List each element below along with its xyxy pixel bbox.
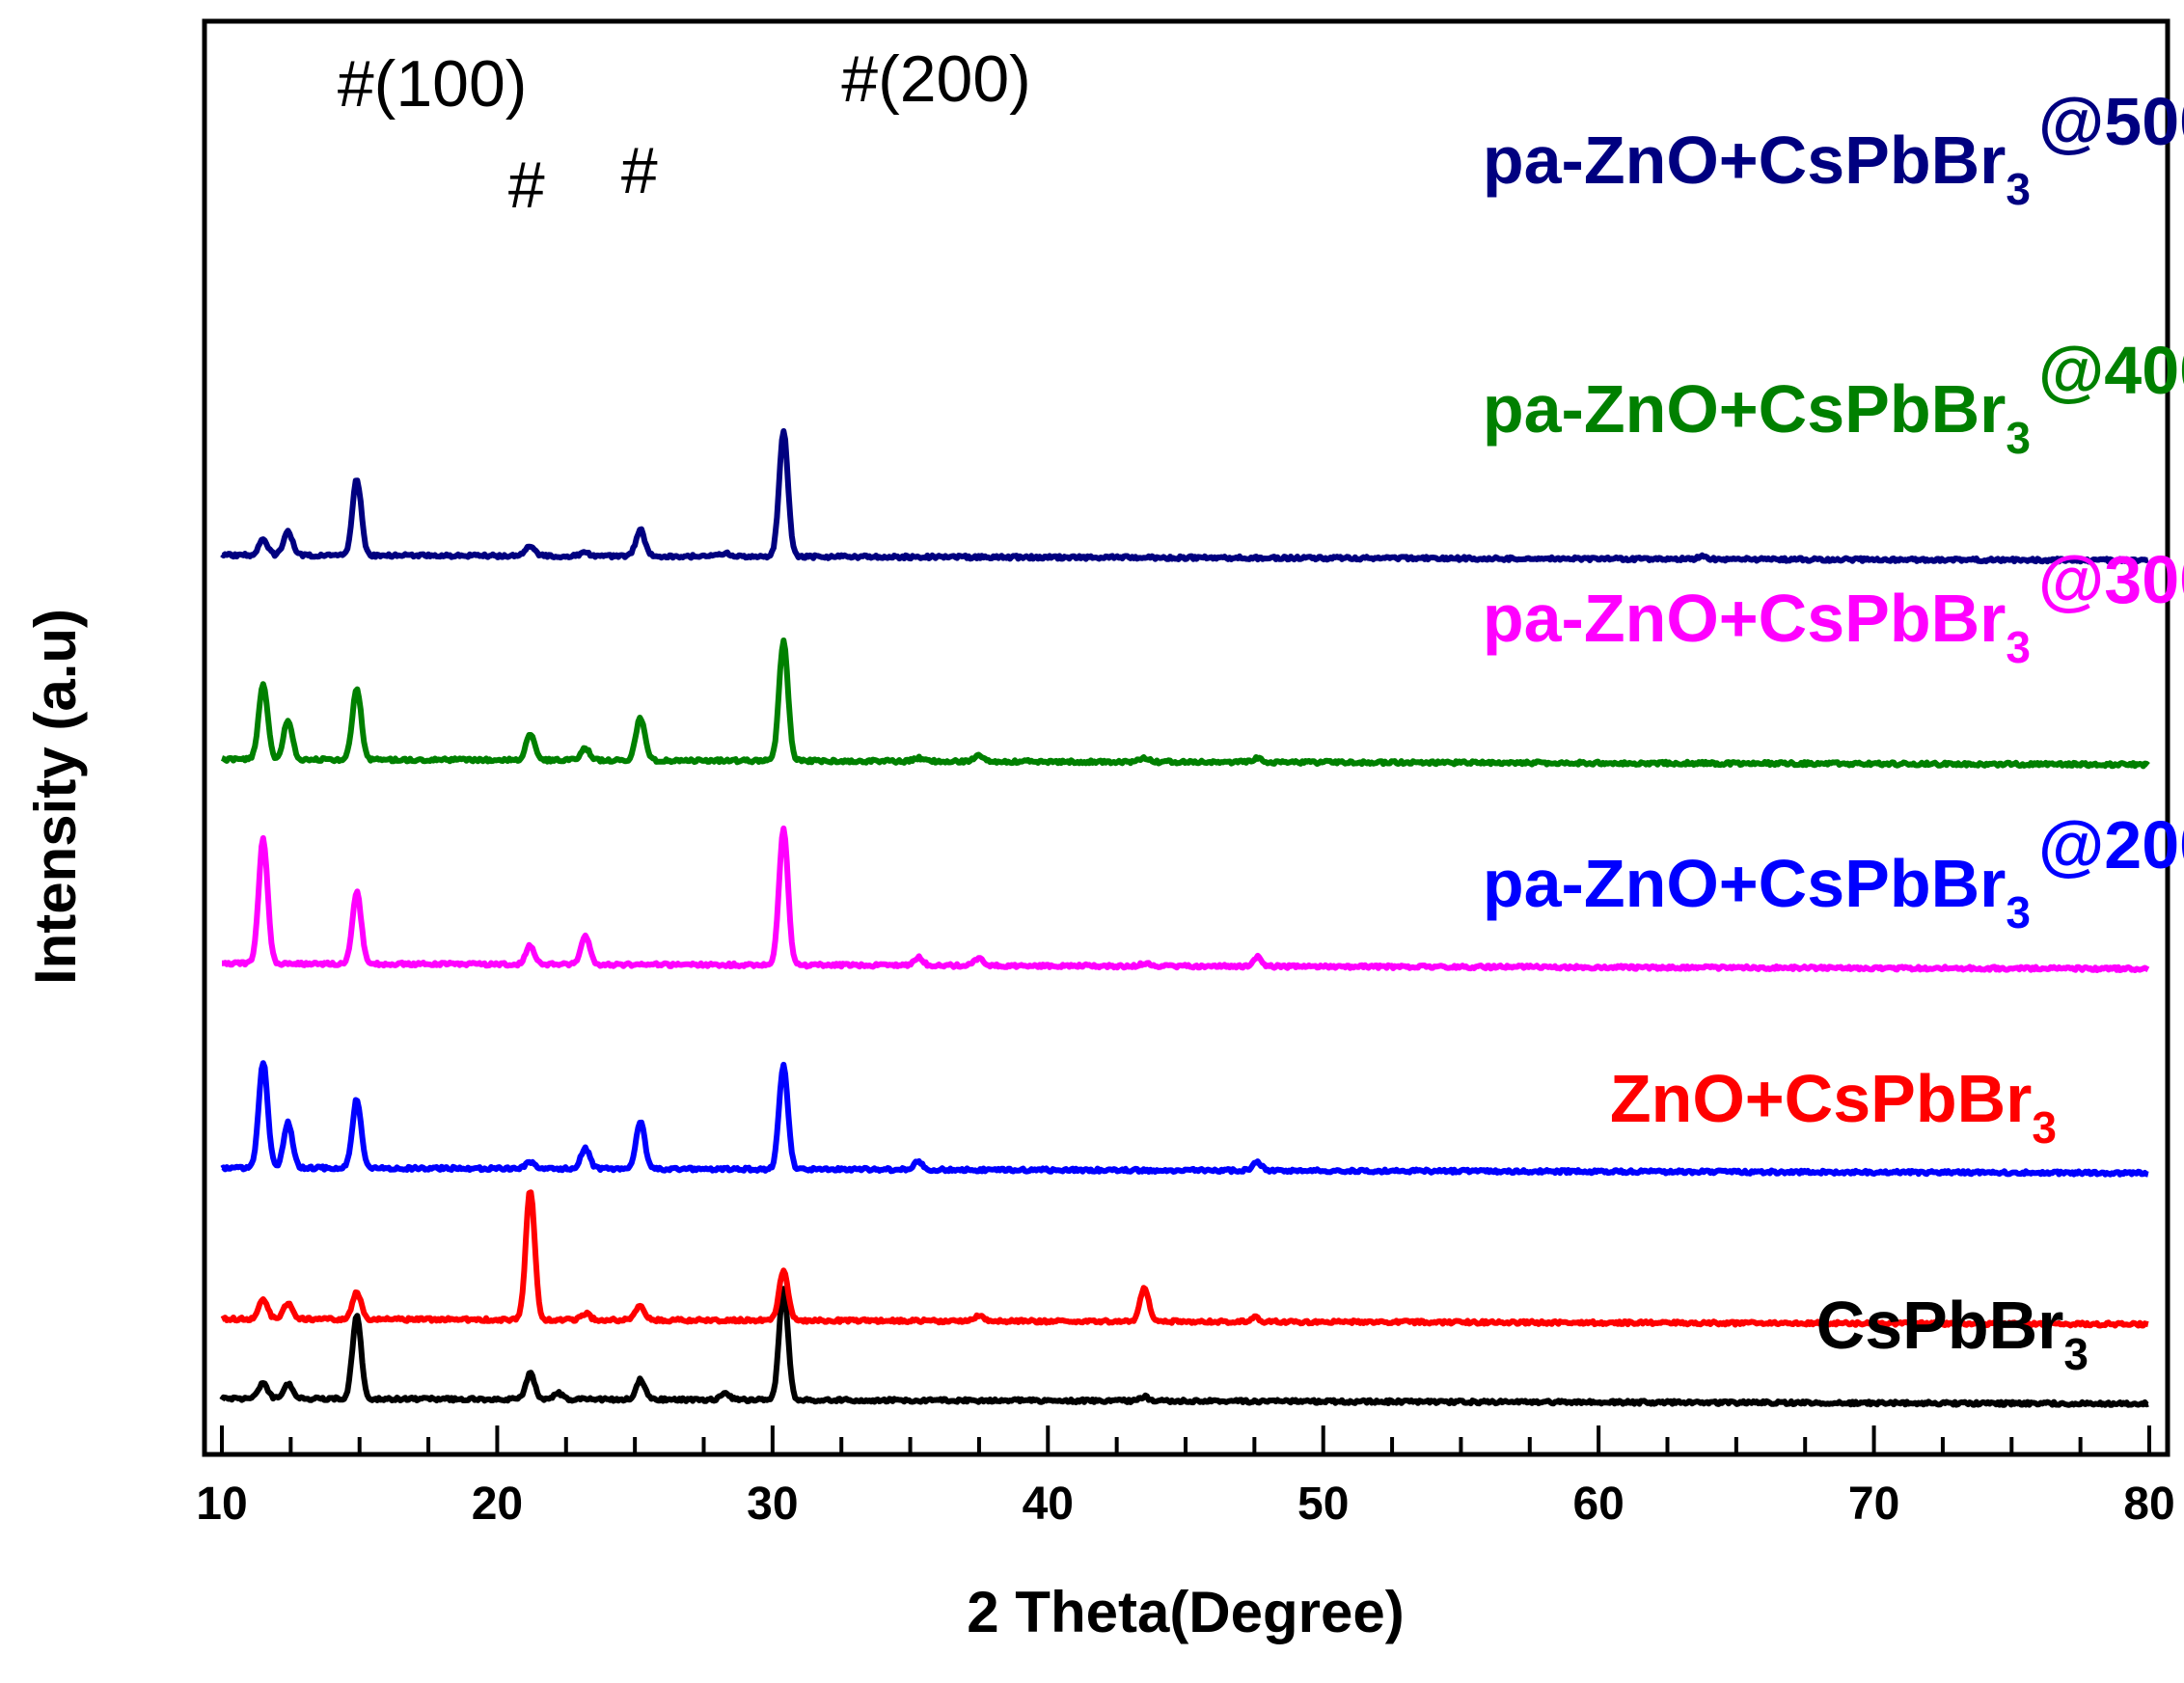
series-label-name: pa-ZnO+CsPbBr bbox=[1483, 371, 2007, 447]
series-layer bbox=[219, 428, 2150, 1408]
series-label-subscript: 3 bbox=[2006, 622, 2031, 672]
series-label-name: pa-ZnO+CsPbBr bbox=[1483, 122, 2007, 198]
peak-annotation: # bbox=[508, 149, 545, 222]
series-label-name: CsPbBr bbox=[1816, 1288, 2064, 1363]
x-tick-label: 40 bbox=[1023, 1479, 1074, 1530]
plot-frame bbox=[202, 18, 2170, 1457]
x-axis-title: 2 Theta(Degree) bbox=[967, 1580, 1404, 1644]
x-tick-label: 50 bbox=[1297, 1479, 1349, 1530]
series-line-1 bbox=[220, 1189, 2150, 1329]
series-label-subscript: 3 bbox=[2032, 1102, 2057, 1153]
series-line-5 bbox=[220, 428, 2150, 565]
series-label-3: pa-ZnO+CsPbBr3 bbox=[1483, 581, 2031, 672]
series-line-3 bbox=[220, 825, 2150, 973]
series-label-superscript: @400 bbox=[2038, 333, 2184, 408]
x-tick-label: 30 bbox=[747, 1479, 798, 1530]
series-label-name: pa-ZnO+CsPbBr bbox=[1483, 581, 2007, 656]
series-line-0 bbox=[219, 1286, 2150, 1408]
series-label-1: ZnO+CsPbBr3 bbox=[1610, 1061, 2057, 1153]
x-tick-label: 10 bbox=[196, 1479, 247, 1530]
series-label-2: pa-ZnO+CsPbBr3 bbox=[1483, 846, 2031, 937]
y-axis-title: Intensity (a.u) bbox=[23, 609, 88, 985]
series-label-superscript: @500 bbox=[2038, 84, 2184, 159]
series-labels: CsPbBr3ZnO+CsPbBr3pa-ZnO+CsPbBr3@200pa-Z… bbox=[1483, 84, 2184, 1379]
series-label-subscript: 3 bbox=[2063, 1329, 2088, 1379]
series-label-name: ZnO+CsPbBr bbox=[1610, 1061, 2033, 1136]
x-tick-label: 20 bbox=[472, 1479, 523, 1530]
series-label-5: pa-ZnO+CsPbBr3 bbox=[1483, 122, 2031, 214]
series-label-superscript: @200 bbox=[2038, 807, 2184, 882]
peak-annotation: #(200) bbox=[841, 42, 1031, 116]
series-label-superscript: @300 bbox=[2038, 542, 2184, 617]
peak-annotation: #(100) bbox=[338, 47, 528, 121]
series-label-0: CsPbBr3 bbox=[1816, 1288, 2088, 1379]
series-label-subscript: 3 bbox=[2006, 413, 2031, 463]
series-line-4 bbox=[220, 638, 2150, 770]
series-label-subscript: 3 bbox=[2006, 887, 2031, 937]
series-label-subscript: 3 bbox=[2006, 164, 2031, 214]
peak-annotation: # bbox=[621, 134, 658, 207]
peak-annotations: #(100) # # #(200) bbox=[338, 42, 1031, 222]
series-label-4: pa-ZnO+CsPbBr3 bbox=[1483, 371, 2031, 463]
x-axis: 10 20 30 40 50 60 70 80 bbox=[196, 1425, 2175, 1530]
x-tick-label: 80 bbox=[2123, 1479, 2174, 1530]
series-line-2 bbox=[220, 1060, 2150, 1178]
x-tick-label: 70 bbox=[1848, 1479, 1899, 1530]
x-tick-label: 60 bbox=[1572, 1479, 1624, 1530]
series-label-name: pa-ZnO+CsPbBr bbox=[1483, 846, 2007, 921]
